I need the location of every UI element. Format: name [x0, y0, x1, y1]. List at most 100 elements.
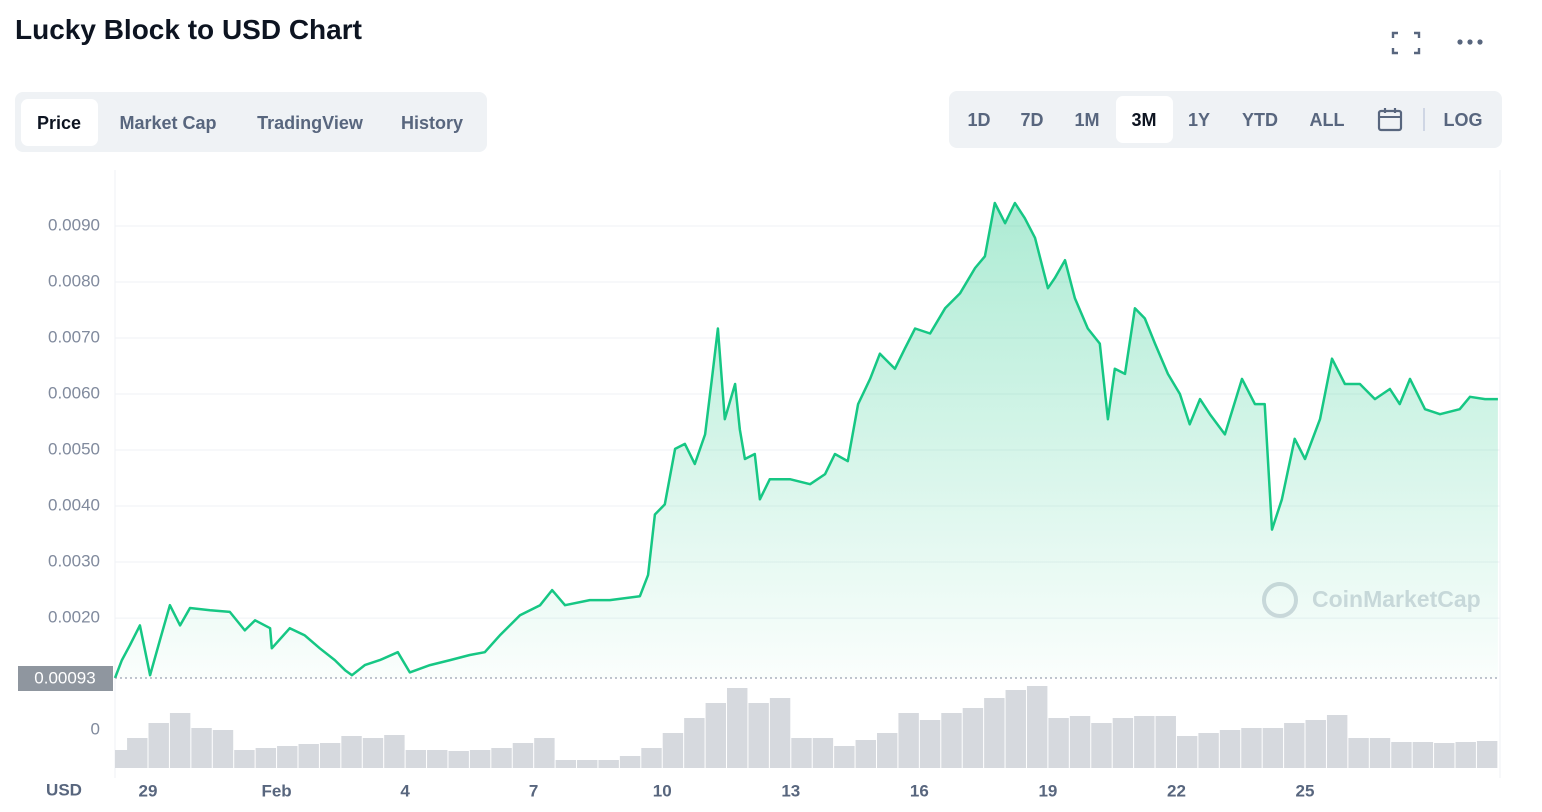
volume-bar — [148, 723, 169, 768]
volume-bar — [1048, 718, 1069, 768]
x-tick-label: 16 — [910, 781, 929, 800]
volume-bar — [512, 743, 534, 768]
x-tick-label: 13 — [781, 781, 800, 800]
range-button[interactable]: 3M — [1131, 110, 1157, 130]
volume-bar — [405, 750, 427, 768]
volume-bar — [855, 740, 876, 768]
volume-bar — [319, 743, 341, 768]
fullscreen-icon[interactable] — [1390, 30, 1422, 56]
volume-bar — [1176, 736, 1198, 768]
x-tick-label: 19 — [1038, 781, 1057, 800]
x-tick-label: 4 — [400, 781, 410, 800]
volume-bar — [127, 738, 148, 768]
volume-bar — [1091, 723, 1112, 768]
volume-bar — [469, 750, 491, 768]
volume-bar — [1391, 742, 1412, 768]
x-tick-label: Feb — [261, 781, 291, 800]
volume-bar — [1069, 716, 1091, 768]
y-tick-label: 0.0070 — [48, 328, 100, 347]
volume-bar — [555, 760, 577, 768]
volume-bar — [834, 746, 855, 768]
volume-bar — [1305, 720, 1326, 768]
y-tick-label: 0.0030 — [48, 552, 100, 571]
volume-bar — [1284, 723, 1305, 768]
reference-label: 0.00093 — [34, 668, 95, 687]
volume-bar — [1455, 742, 1476, 768]
tab[interactable]: History — [400, 113, 464, 133]
volume-bar — [1412, 742, 1434, 768]
more-icon[interactable] — [1455, 36, 1485, 48]
range-button[interactable]: YTD — [1242, 110, 1278, 130]
separator — [1423, 108, 1425, 131]
volume-bar — [619, 756, 641, 768]
volume-bar — [748, 703, 769, 768]
volume-bar — [791, 738, 812, 768]
volume-bar — [919, 720, 941, 768]
tab[interactable]: Price — [36, 113, 82, 133]
currency-label: USD — [46, 780, 82, 799]
x-tick-label: 22 — [1167, 781, 1186, 800]
y-tick-label: 0.0050 — [48, 440, 100, 459]
volume-bar — [212, 730, 234, 768]
volume-bar — [1155, 716, 1176, 768]
volume-bar — [1348, 738, 1369, 768]
volume-bar — [384, 735, 405, 768]
log-button[interactable]: LOG — [1443, 110, 1483, 130]
volume-bar — [684, 718, 705, 768]
volume-bar — [898, 713, 919, 768]
x-tick-label: 7 — [529, 781, 538, 800]
price-line — [113, 201, 1498, 679]
chart: 0.0020 0.0030 0.0040 0.0050 0.0060 0.0070 0.00… — [18, 170, 1501, 800]
volume-bar — [1219, 730, 1241, 768]
volume-bar — [984, 698, 1005, 768]
volume-bar — [1005, 690, 1026, 768]
tab[interactable]: Market Cap — [119, 113, 217, 133]
y-tick-label: 0.0090 — [48, 215, 100, 234]
volume-bar — [491, 748, 512, 768]
volume-bar — [255, 748, 277, 768]
range-button[interactable]: 7D — [1020, 110, 1044, 130]
volume-bar — [769, 698, 791, 768]
y-tick-label: 0.0060 — [48, 384, 100, 403]
active-range-bg — [1116, 96, 1173, 143]
y-tick-label: 0.0020 — [48, 608, 100, 627]
volume-bar — [534, 738, 555, 768]
tab[interactable]: TradingView — [257, 113, 363, 133]
volume-bar — [1262, 728, 1284, 768]
volume-bar — [1198, 733, 1219, 768]
volume-bar — [341, 736, 362, 768]
volume-bar — [169, 713, 191, 768]
volume-bar — [705, 703, 727, 768]
tab-group: Price Market Cap TradingView History — [15, 92, 487, 152]
x-tick-label: 10 — [653, 781, 672, 800]
volume-bar — [1112, 718, 1134, 768]
range-button[interactable]: 1D — [967, 110, 991, 130]
volume-bar — [298, 744, 319, 768]
range-button[interactable]: 1M — [1074, 110, 1100, 130]
volume-bar — [727, 688, 748, 768]
y-tick-label: 0.0040 — [48, 496, 100, 515]
y2-tick-label: 0 — [91, 719, 100, 738]
volume-bar — [1241, 728, 1262, 768]
area-fill — [115, 203, 1498, 678]
volume-bar — [1326, 715, 1348, 768]
volume-bar — [1369, 738, 1391, 768]
volume-bar — [1476, 741, 1498, 768]
volume-bar — [1434, 743, 1455, 768]
volume-bar — [662, 733, 684, 768]
range-button[interactable]: ALL — [1309, 110, 1345, 130]
volume-bar — [1134, 716, 1155, 768]
volume-bar — [962, 708, 984, 768]
active-tab-bg — [21, 99, 98, 146]
volume-bar — [362, 738, 384, 768]
range-button[interactable]: 1Y — [1187, 110, 1211, 130]
x-tick-label: 29 — [139, 781, 158, 800]
volume-bar — [941, 713, 962, 768]
range-group: LOG 1D 7D 1M 3M 1Y YTD ALL — [949, 91, 1502, 148]
calendar-icon[interactable] — [1377, 107, 1403, 133]
y-tick-label: 0.0080 — [48, 272, 100, 291]
volume-bar — [234, 750, 255, 768]
reference-label-bg — [18, 666, 113, 691]
volume-bar — [1026, 686, 1048, 768]
